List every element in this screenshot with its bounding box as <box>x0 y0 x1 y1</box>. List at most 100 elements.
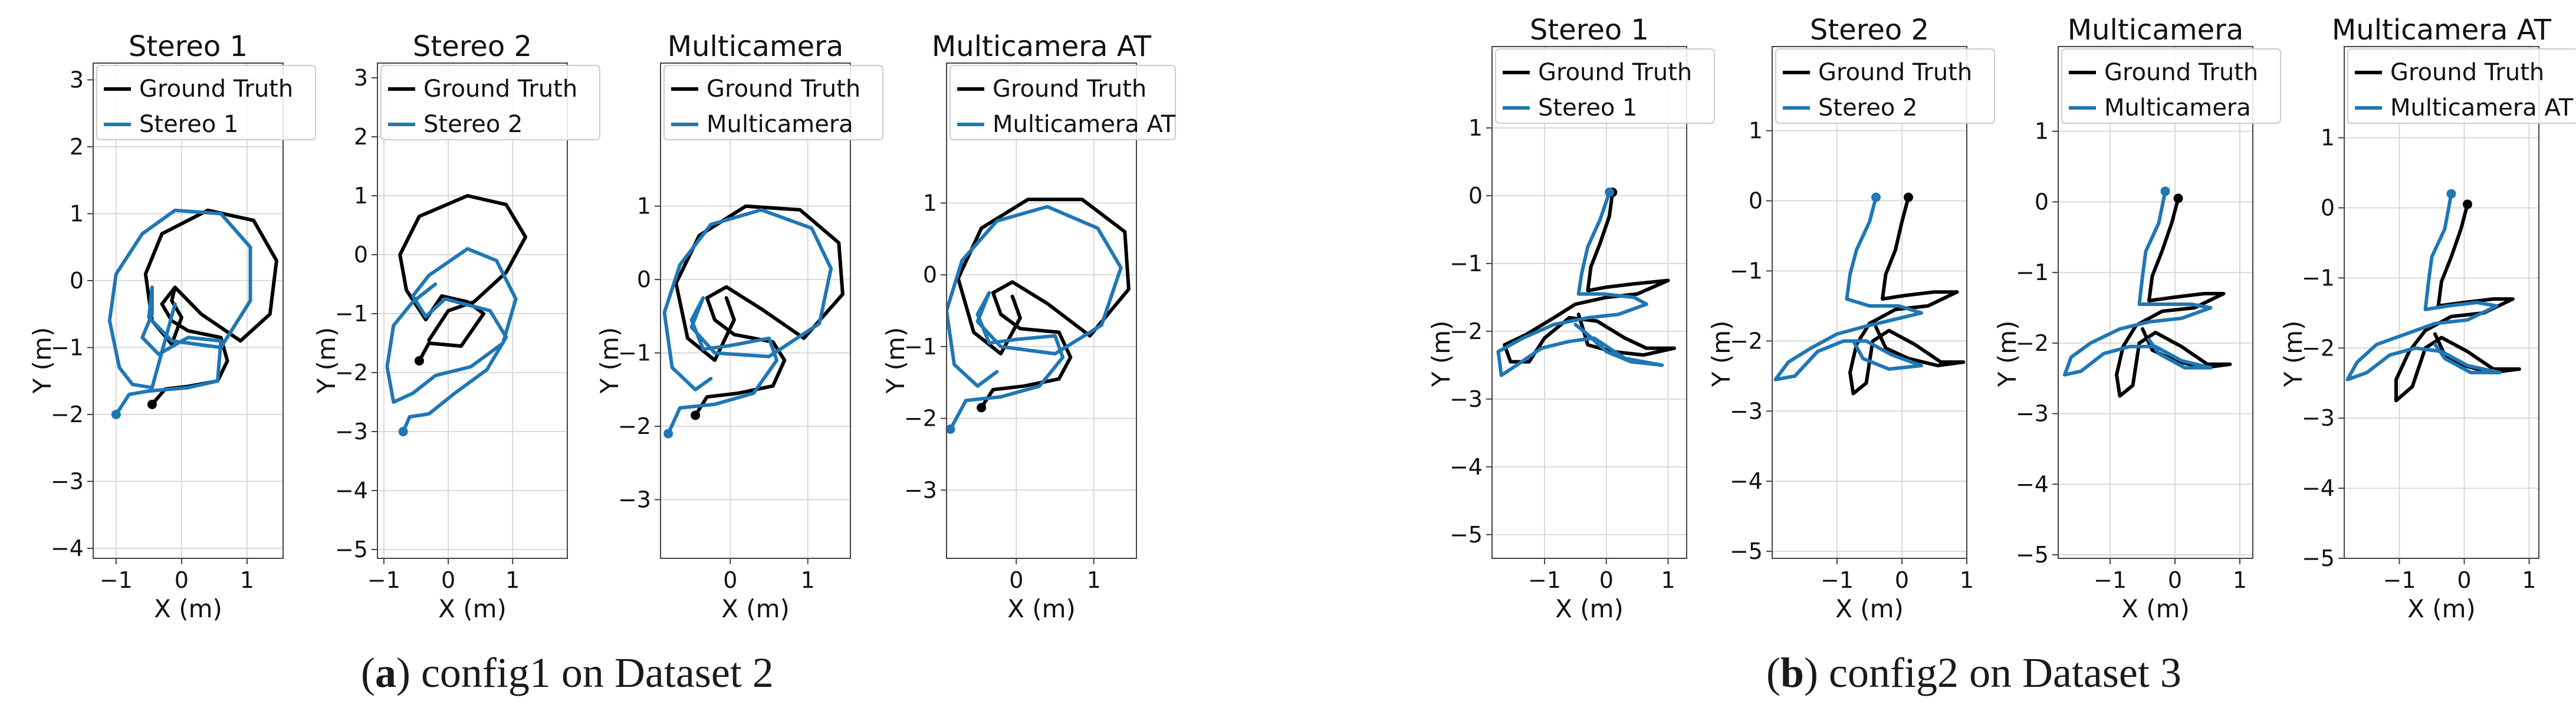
y-axis-label: Y (m) <box>881 327 910 394</box>
y-tick-label: −3 <box>904 477 937 503</box>
y-tick-label: 0 <box>2035 189 2049 215</box>
y-tick-label: −4 <box>2302 475 2335 501</box>
estimate-start-marker <box>663 429 673 438</box>
x-tick-label: −1 <box>100 567 133 593</box>
legend-label: Multicamera <box>2104 94 2251 121</box>
y-tick-label: 2 <box>70 134 84 160</box>
y-tick-label: −5 <box>1450 522 1483 548</box>
estimate-start-marker <box>2161 186 2170 196</box>
y-tick-label: −3 <box>2016 401 2049 427</box>
x-tick-label: 0 <box>723 567 737 593</box>
legend-label: Stereo 2 <box>1818 94 1918 121</box>
ground-truth-start-marker <box>2463 200 2472 209</box>
x-axis-label: X (m) <box>1555 594 1624 623</box>
legend-label: Ground Truth <box>423 75 577 103</box>
y-tick-label: 1 <box>1749 118 1763 144</box>
x-tick-label: 1 <box>1960 567 1974 593</box>
x-axis-label: X (m) <box>721 594 790 623</box>
estimate-trajectory <box>947 207 1121 429</box>
y-tick-label: 1 <box>354 183 368 209</box>
estimate-trajectory <box>387 249 515 432</box>
legend-label: Ground Truth <box>1538 59 1692 86</box>
legend-label: Multicamera AT <box>993 111 1176 138</box>
subplot-2: −1 0 1−5−4−3−2−10123Stereo 2X (m)Y (m)Grou… <box>312 30 600 623</box>
subplot-title: Multicamera <box>2068 14 2244 47</box>
y-axis-label: Y (m) <box>1427 320 1455 387</box>
subplot-7: −1 0 1−5−4−3−2−101MulticameraX (m)Y (m)Gro… <box>1993 14 2281 623</box>
y-tick-label: 1 <box>2321 125 2335 151</box>
x-tick-label: 0 <box>2457 567 2471 593</box>
ground-truth-start-marker <box>691 410 700 420</box>
y-axis-label: Y (m) <box>28 327 57 394</box>
legend-label: Multicamera <box>707 111 853 138</box>
y-axis-label: Y (m) <box>1707 320 1736 387</box>
y-tick-label: −5 <box>1730 538 1763 564</box>
x-tick-label: −1 <box>367 567 400 593</box>
legend-label: Ground Truth <box>1818 59 1972 86</box>
subplot-6: −1 0 1−5−4−3−2−101Stereo 2X (m)Y (m)Ground… <box>1707 14 1995 623</box>
y-tick-label: 3 <box>354 65 368 91</box>
x-tick-label: −1 <box>1528 567 1561 593</box>
x-tick-label: 0 <box>441 567 455 593</box>
subplot-title: Multicamera AT <box>2332 14 2552 47</box>
x-tick-label: 1 <box>2233 567 2247 593</box>
y-tick-label: 0 <box>354 242 368 268</box>
y-tick-label: −4 <box>2016 471 2049 497</box>
y-tick-label: −2 <box>618 413 651 439</box>
estimate-start-marker <box>399 427 408 436</box>
y-tick-label: 0 <box>2321 195 2335 221</box>
legend-label: Stereo 1 <box>139 111 239 138</box>
y-tick-label: 1 <box>923 190 937 216</box>
subplot-title: Multicamera <box>668 30 844 63</box>
y-tick-label: 1 <box>1468 115 1483 141</box>
x-tick-label: 1 <box>240 567 254 593</box>
y-tick-label: −1 <box>335 301 368 327</box>
x-tick-label: 0 <box>1599 567 1614 593</box>
y-tick-label: −5 <box>2016 542 2049 568</box>
subplot-3: 0 1 −3 −2 −1 0 1 Multicamera X (m) Y (m) Ground Tr… <box>595 30 883 623</box>
subplot-5: −1 0 1 −5 −4 −3 −2 −1 0 1 Stereo 1 X (m) Y (m) Ground… <box>1427 14 1714 623</box>
y-tick-label: 1 <box>70 200 84 226</box>
legend-label: Ground Truth <box>2390 59 2544 86</box>
subplot-title: Stereo 1 <box>129 30 248 63</box>
x-tick-label: 0 <box>175 567 189 593</box>
y-tick-label: −2 <box>904 406 937 432</box>
y-axis-label: Y (m) <box>595 327 624 394</box>
y-axis-label: Y (m) <box>312 327 341 394</box>
caption-a: (a) config1 on Dataset 2 <box>361 649 774 697</box>
y-tick-label: −1 <box>2016 259 2049 285</box>
y-tick-label: −3 <box>1730 398 1763 424</box>
x-axis-label: X (m) <box>438 594 507 623</box>
y-tick-label: 0 <box>1468 183 1483 209</box>
x-tick-label: 1 <box>1661 567 1675 593</box>
y-tick-label: −2 <box>51 402 84 427</box>
y-tick-label: 1 <box>2035 119 2049 144</box>
ground-truth-start-marker <box>2174 193 2183 203</box>
y-tick-label: −3 <box>618 486 651 512</box>
y-tick-label: 0 <box>637 266 651 292</box>
ground-truth-trajectory <box>146 210 277 404</box>
caption-b: (b) config2 on Dataset 3 <box>1766 649 2181 697</box>
y-tick-label: −4 <box>51 535 84 561</box>
x-tick-label: 1 <box>505 567 520 593</box>
x-tick-label: −1 <box>1821 567 1854 593</box>
y-tick-label: −3 <box>335 419 368 445</box>
x-tick-label: 0 <box>2168 567 2182 593</box>
x-tick-label: 1 <box>2522 567 2536 593</box>
x-axis-label: X (m) <box>1007 594 1076 623</box>
ground-truth-start-marker <box>977 403 986 412</box>
x-tick-label: −1 <box>2383 567 2416 593</box>
estimate-start-marker <box>111 410 121 419</box>
estimate-start-marker <box>2447 189 2456 199</box>
estimate-start-marker <box>1605 187 1614 197</box>
y-tick-label: −5 <box>335 537 368 562</box>
y-tick-label: 2 <box>354 124 368 150</box>
y-tick-label: −3 <box>1450 386 1483 412</box>
y-tick-label: −4 <box>1450 454 1483 480</box>
x-tick-label: 1 <box>1087 567 1101 593</box>
legend-label: Ground Truth <box>2104 59 2258 86</box>
ground-truth-start-marker <box>415 356 424 366</box>
estimate-trajectory <box>2065 191 2211 374</box>
x-tick-label: −1 <box>2094 567 2127 593</box>
x-axis-label: X (m) <box>2121 594 2190 623</box>
